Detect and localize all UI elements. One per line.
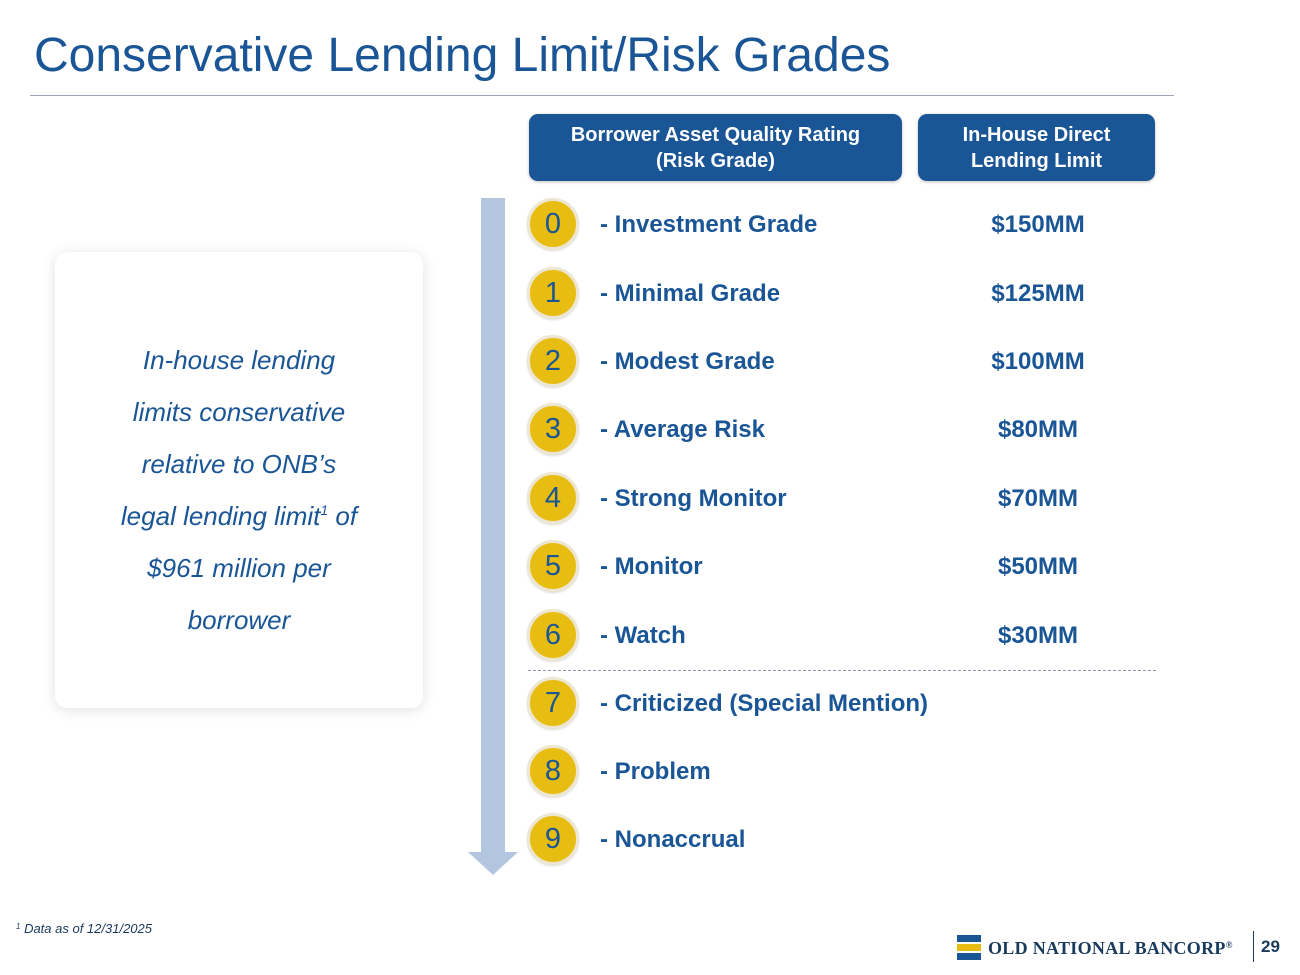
risk-grade-row: 0 - Investment Grade $150MM [527,198,1157,254]
header-lending-limit-line1: In-House Direct [962,123,1111,146]
callout-line: legal lending limit1 of [55,490,423,542]
risk-grade-row: 4 - Strong Monitor $70MM [527,472,1157,528]
risk-grade-row: 2 - Modest Grade $100MM [527,335,1157,391]
lending-limit-value: $100MM [991,348,1085,375]
callout-line: relative to ONB’s [141,449,337,479]
grade-label: - Modest Grade [600,348,775,375]
risk-grade-row: 5 - Monitor $50MM [527,540,1157,596]
callout-line-text: of [328,501,358,531]
risk-grade-row: 8 - Problem [527,745,1157,801]
lending-limit-value: $70MM [997,485,1079,512]
grade-label: - Monitor [600,553,703,580]
grade-label: - Average Risk [600,416,765,443]
risk-grade-row: 1 - Minimal Grade $125MM [527,267,1157,323]
footnote-marker: 1 [320,502,329,518]
callout-box: In-house lending limits conservative rel… [55,252,423,708]
callout-text: In-house lending limits conservative rel… [55,334,423,646]
callout-line: borrower [187,605,291,635]
grade-label: - Investment Grade [600,211,818,238]
bank-logo-icon [957,935,981,960]
page-number: 29 [1261,937,1280,956]
lending-limit-value: $150MM [991,211,1085,238]
footnote: 1 Data as of 12/31/2025 [16,921,152,936]
header-risk-grade-line1: Borrower Asset Quality Rating [570,123,861,146]
header-risk-grade-line2: (Risk Grade) [656,149,775,172]
pass-criticized-divider [528,670,1156,671]
grade-number-badge: 0 [527,198,579,250]
grade-number-badge: 1 [527,267,579,319]
grade-number-badge: 6 [527,609,579,661]
grade-number-badge: 4 [527,472,579,524]
grade-label: - Nonaccrual [600,826,746,853]
title-divider [30,95,1174,96]
risk-grade-row: 9 - Nonaccrual [527,813,1157,869]
header-lending-limit-line2: Lending Limit [970,149,1103,172]
grade-number-badge: 9 [527,813,579,865]
footnote-marker: 1 [16,922,21,931]
grade-number-badge: 3 [527,403,579,455]
risk-grade-row: 6 - Watch $30MM [527,609,1157,665]
lending-limit-value: $80MM [997,416,1079,443]
bank-logo-text: OLD NATIONAL BANCORP® [988,938,1233,959]
page-title: Conservative Lending Limit/Risk Grades [34,29,891,82]
header-lending-limit: In-House Direct Lending Limit [918,114,1155,181]
grade-number-badge: 5 [527,540,579,592]
callout-line: In-house lending [142,345,336,375]
risk-grade-row: 7 - Criticized (Special Mention) [527,677,1157,733]
risk-grade-row: 3 - Average Risk $80MM [527,403,1157,459]
grade-number-badge: 7 [527,677,579,729]
callout-line-text: legal lending limit [120,501,321,531]
callout-line: $961 million per [147,553,331,583]
callout-line: limits conservative [132,397,346,427]
grade-number-badge: 8 [527,745,579,797]
grade-number-badge: 2 [527,335,579,387]
registered-mark: ® [1225,940,1233,950]
grade-label: - Strong Monitor [600,485,787,512]
footnote-text: Data as of 12/31/2025 [20,921,152,936]
page-number-divider [1253,931,1254,962]
grade-label: - Problem [600,758,711,785]
bank-name: OLD NATIONAL BANCORP [988,938,1226,958]
grade-label: - Criticized (Special Mention) [600,690,929,717]
lending-limit-value: $125MM [991,280,1085,307]
grade-label: - Watch [600,622,686,649]
down-arrow-icon [468,198,518,875]
lending-limit-value: $30MM [997,622,1079,649]
grade-label: - Minimal Grade [600,280,781,307]
lending-limit-value: $50MM [997,553,1079,580]
header-risk-grade: Borrower Asset Quality Rating (Risk Grad… [529,114,902,181]
